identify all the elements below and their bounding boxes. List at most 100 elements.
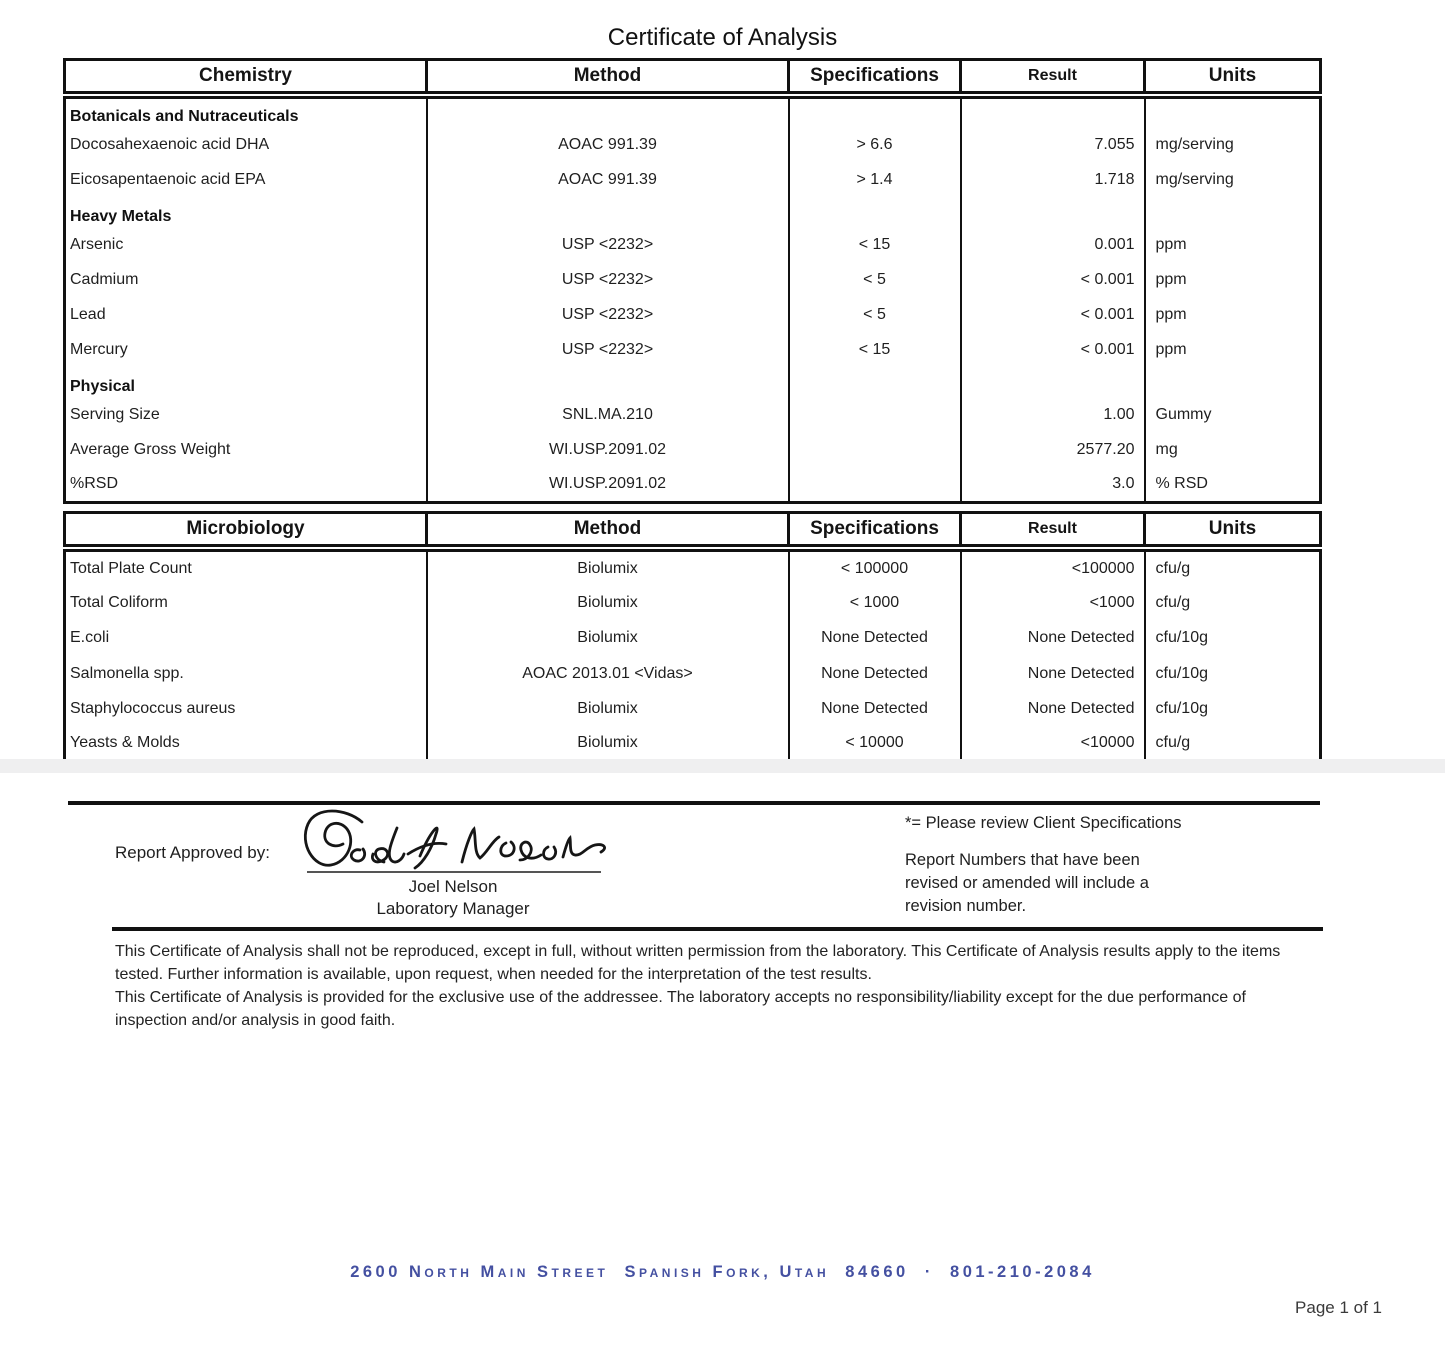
units-cell: % RSD [1143,467,1322,503]
method-column-header: Method [425,511,790,547]
result-cell: <1000 [959,585,1146,621]
result-cell: None Detected [959,691,1146,727]
revision-note: Report Numbers that have been revised or… [905,851,1149,915]
result-cell [959,367,1146,398]
chemistry-table: Chemistry Method Specifications Result U… [63,58,1322,504]
disclaimer-text: This Certificate of Analysis shall not b… [115,940,1300,1032]
result-cell [959,97,1146,128]
units-cell [1143,97,1322,128]
result-cell: < 0.001 [959,297,1146,333]
analyte-name: Lead [63,297,428,333]
analyte-name: Serving Size [63,397,428,433]
method-cell: WI.USP.2091.02 [425,467,790,503]
result-cell: 3.0 [959,467,1146,503]
method-cell: Biolumix [425,726,790,762]
microbiology-table-header: Microbiology Method Specifications Resul… [63,511,1322,547]
chemistry-table-header: Chemistry Method Specifications Result U… [63,58,1322,94]
table-row: Total Coliform Biolumix < 1000 <1000 cfu/g [63,585,1322,621]
spec-cell: None Detected [787,620,962,656]
units-cell: Gummy [1143,397,1322,433]
page-title: Certificate of Analysis [607,24,838,51]
units-cell: ppm [1143,297,1322,333]
table-row: Mercury USP <2232> < 15 < 0.001 ppm [63,332,1322,368]
method-cell: Biolumix [425,550,790,586]
method-cell [425,367,790,398]
spec-cell: > 1.4 [787,162,962,198]
method-cell: USP <2232> [425,227,790,263]
microbiology-table-body: Total Plate Count Biolumix < 100000 <100000… [63,549,1322,763]
analyte-name: Mercury [63,332,428,368]
section-row: Physical [63,367,1322,398]
units-cell: cfu/g [1143,550,1322,586]
chemistry-table-body: Botanicals and Nutraceuticals Docosahexae… [63,96,1322,504]
lab-address-footer: 2600 North Main Street Spanish Fork, Uta… [350,1263,1095,1281]
method-column-header: Method [425,58,790,94]
method-cell: AOAC 2013.01 <Vidas> [425,655,790,692]
microbiology-table: Microbiology Method Specifications Resul… [63,511,1322,763]
result-cell: <100000 [959,550,1146,586]
result-cell: < 0.001 [959,332,1146,368]
result-column-header: Result [959,511,1146,547]
spec-cell [787,397,962,433]
units-cell: mg [1143,432,1322,468]
result-cell: 1.718 [959,162,1146,198]
spec-cell: < 10000 [787,726,962,762]
section-row: Heavy Metals [63,197,1322,228]
spec-cell: < 100000 [787,550,962,586]
analyte-name: Docosahexaenoic acid DHA [63,127,428,163]
analyte-name: Average Gross Weight [63,432,428,468]
table-row: Arsenic USP <2232> < 15 0.001 ppm [63,227,1322,263]
section-row: Botanicals and Nutraceuticals [63,97,1322,128]
result-cell [959,197,1146,228]
method-cell: USP <2232> [425,262,790,298]
signer-name: Joel Nelson [408,877,498,896]
units-cell: cfu/10g [1143,691,1322,727]
spec-cell: None Detected [787,655,962,692]
analyte-name: Cadmium [63,262,428,298]
units-cell: mg/serving [1143,162,1322,198]
units-column-header: Units [1143,511,1322,547]
signer-title: Laboratory Manager [376,899,530,918]
method-cell: WI.USP.2091.02 [425,432,790,468]
units-cell: mg/serving [1143,127,1322,163]
analyte-name: Staphylococcus aureus [63,691,428,727]
units-cell: cfu/10g [1143,655,1322,692]
units-cell [1143,367,1322,398]
table-row: Cadmium USP <2232> < 5 < 0.001 ppm [63,262,1322,298]
table-row: Eicosapentaenoic acid EPA AOAC 991.39 > 1.… [63,162,1322,198]
spec-cell [787,97,962,128]
disclaimer-paragraph-1: This Certificate of Analysis shall not b… [115,943,1281,983]
signature-handwriting [303,809,606,870]
table-row: Lead USP <2232> < 5 < 0.001 ppm [63,297,1322,333]
analyte-name: Yeasts & Molds [63,726,428,762]
spec-cell [787,432,962,468]
header-row: Chemistry Method Specifications Result U… [63,58,1322,94]
result-cell: 0.001 [959,227,1146,263]
units-cell: ppm [1143,262,1322,298]
horizontal-rule-bottom [112,927,1323,931]
result-cell: 1.00 [959,397,1146,433]
microbiology-column-header: Microbiology [63,511,428,547]
chemistry-column-header: Chemistry [63,58,428,94]
method-cell: Biolumix [425,585,790,621]
method-cell: AOAC 991.39 [425,127,790,163]
spec-cell: < 15 [787,332,962,368]
table-row: E.coli Biolumix None Detected None Detected… [63,620,1322,656]
result-cell: None Detected [959,620,1146,656]
method-cell [425,97,790,128]
specifications-column-header: Specifications [787,58,962,94]
method-cell [425,197,790,228]
table-row: Docosahexaenoic acid DHA AOAC 991.39 > 6.6… [63,127,1322,163]
analyte-name: Eicosapentaenoic acid EPA [63,162,428,198]
scan-shadow-band [0,759,1445,773]
units-cell: cfu/10g [1143,620,1322,656]
section-label: Heavy Metals [63,197,428,228]
spec-cell: < 1000 [787,585,962,621]
analyte-name: Total Plate Count [63,550,428,586]
spec-cell: > 6.6 [787,127,962,163]
spec-cell [787,367,962,398]
method-cell: SNL.MA.210 [425,397,790,433]
spec-cell: < 15 [787,227,962,263]
result-cell: < 0.001 [959,262,1146,298]
